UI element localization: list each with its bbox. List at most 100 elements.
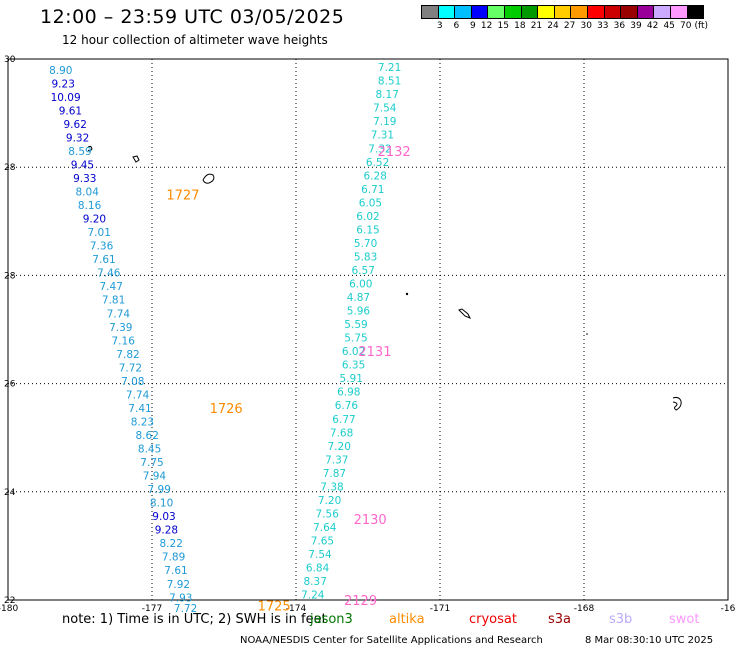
wave-height-value: 7.20 (318, 495, 341, 507)
wave-height-value: 5.91 (340, 373, 363, 385)
legend-label: 24 (547, 21, 559, 31)
wave-height-value: 8.17 (376, 89, 399, 101)
wave-height-value: 7.81 (102, 295, 125, 307)
legend-swatches (421, 5, 708, 19)
satellite-jason3: jason3 (310, 612, 353, 627)
legend-label: 9 (470, 21, 476, 31)
wave-height-value: 6.84 (306, 563, 330, 575)
legend-label: 36 (613, 21, 626, 31)
wave-height-value: 7.61 (164, 565, 187, 577)
wave-height-value: 8.04 (76, 187, 100, 199)
wave-height-value: 6.15 (356, 224, 379, 236)
wave-height-value: 7.36 (90, 241, 114, 253)
wave-height-value: 7.82 (116, 349, 139, 361)
satellite-s3b: s3b (609, 612, 633, 627)
wave-height-value: 7.87 (323, 468, 346, 480)
lon-tick-label: -168 (574, 604, 595, 612)
wave-height-value: 6.02 (342, 346, 365, 358)
note-row: note: 1) Time is in UTC; 2) SWH is in fe… (62, 612, 740, 632)
legend-label: 12 (480, 21, 493, 31)
wave-height-value: 8.10 (150, 498, 173, 510)
wave-height-value: 7.64 (313, 522, 337, 534)
legend-swatch (686, 5, 705, 19)
wave-height-value: 7.20 (328, 441, 351, 453)
wave-height-value: 6.52 (366, 157, 389, 169)
lat-tick-label: 26 (4, 380, 16, 390)
wave-height-value: 8.62 (136, 430, 159, 442)
lat-tick-label: 30 (4, 55, 16, 65)
wave-height-value: 7.56 (316, 508, 340, 520)
legend-label: 42 (646, 21, 659, 31)
wave-height-value: 7.08 (121, 376, 144, 388)
altimeter-tracks: 8.909.23 10.099.61 9.629.32 8.599.45 9.33 8.0… (49, 62, 411, 612)
lon-tick-label: -171 (430, 604, 450, 612)
lon-tick-label: -174 (286, 604, 307, 612)
wave-height-value: 8.23 (131, 416, 154, 428)
wave-height-value: 7.47 (100, 281, 123, 293)
wave-height-value: 5.75 (344, 333, 367, 345)
legend-label: 45 (663, 21, 675, 31)
wave-height-value: 9.23 (52, 78, 75, 90)
wave-height-value: 7.93 (169, 592, 192, 604)
wave-height-value: 7.61 (92, 254, 115, 266)
island-shape (586, 333, 588, 335)
revolution-label: 1726 (210, 402, 243, 417)
track-rev-1725: 7.72 1725 (174, 599, 291, 612)
wave-height-value: 6.57 (352, 265, 375, 277)
track-rev-2129: 2129 (344, 594, 377, 609)
wave-height-value: 9.62 (64, 119, 87, 131)
revolution-label: 1727 (166, 188, 199, 203)
wave-height-value: 6.98 (337, 387, 360, 399)
wave-height-value: 8.22 (160, 538, 183, 550)
wave-height-value: 9.20 (83, 214, 106, 226)
legend-labels: 3 6 9 12 15 18 21 24 27 30 33 36 39 42 45 70 (ft) (422, 21, 708, 31)
island-shape (405, 292, 409, 296)
wave-height-value: 8.59 (68, 146, 91, 158)
wave-height-value: 6.77 (332, 414, 355, 426)
wave-height-value: 7.68 (330, 427, 353, 439)
land-features (87, 145, 682, 411)
wave-height-value: 7.01 (88, 227, 111, 239)
wave-height-value: 8.16 (78, 200, 102, 212)
wave-height-value: 6.71 (361, 184, 384, 196)
wave-height-value: 7.72 (119, 362, 142, 374)
wave-height-value: 6.76 (335, 400, 359, 412)
legend-label: 3 (436, 21, 443, 31)
wave-height-value: 4.87 (347, 292, 370, 304)
wave-height-value: 10.09 (51, 92, 81, 104)
satellite-swot: swot (669, 612, 700, 627)
map-subtitle: 12 hour collection of altimeter wave hei… (62, 33, 328, 47)
wave-height-value: 7.31 (371, 130, 394, 142)
lon-tick-label: -177 (142, 604, 162, 612)
map-frame (7, 58, 729, 601)
wave-height-value: 7.94 (143, 471, 167, 483)
wave-height-value: 7.21 (378, 62, 401, 74)
wave-height-value: 7.41 (128, 403, 151, 415)
legend-label: 15 (497, 21, 509, 31)
wave-height-value: 7.54 (373, 103, 397, 115)
wave-height-value: 7.75 (140, 457, 163, 469)
lat-tick-label: 22 (4, 596, 15, 606)
revolution-label: 2132 (378, 145, 411, 160)
track-rev-2132: 7.21 8.518.17 7.547.19 7.317.32 6.526.28 6.71… (352, 62, 411, 277)
legend-label: 39 (630, 21, 642, 31)
wave-height-value: 6.28 (364, 170, 387, 182)
axis-ticks: -180 -177 -174 -171 -168 -16 30 28 28 26 24 22 20 (0, 0, 736, 612)
satellite-altika: altika (389, 612, 425, 627)
wave-height-value: 7.38 (320, 481, 343, 493)
revolution-label: 1725 (258, 599, 291, 612)
note-text: note: 1) Time is in UTC; 2) SWH is in fe… (62, 612, 327, 627)
map-grid (8, 59, 728, 600)
legend-label: 70 (680, 21, 692, 31)
wave-height-value: 7.89 (162, 552, 185, 564)
wave-height-value: 9.61 (59, 105, 82, 117)
wave-height-value: 7.39 (109, 322, 132, 334)
wave-height-value: 9.32 (66, 132, 89, 144)
lat-tick-label: 24 (4, 488, 16, 498)
wave-height-value: 9.33 (73, 173, 96, 185)
wave-height-value: 6.02 (356, 211, 379, 223)
revolution-label: 2131 (358, 345, 391, 360)
legend-label: 27 (563, 21, 576, 31)
legend-label: 21 (530, 21, 543, 31)
legend-label: 6 (453, 21, 460, 31)
